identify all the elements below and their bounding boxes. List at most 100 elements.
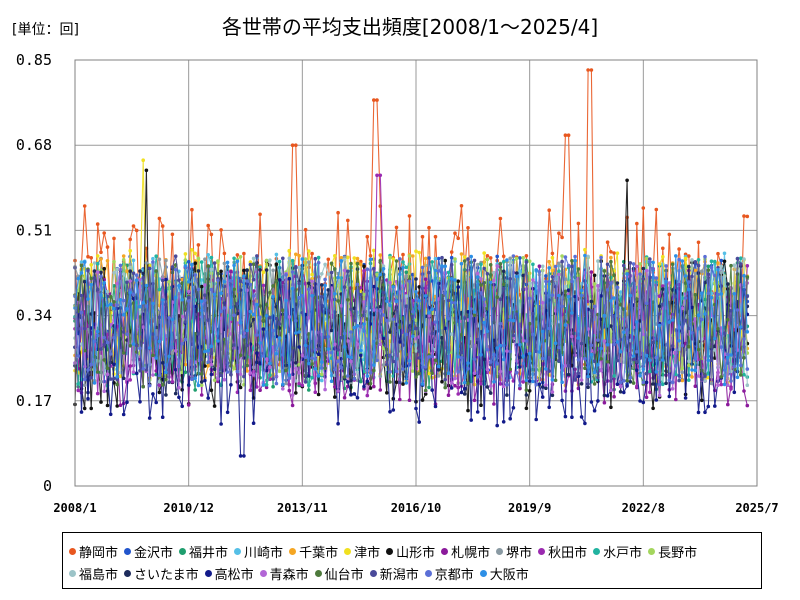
data-point (95, 370, 100, 374)
data-point (258, 304, 262, 308)
data-point (160, 383, 165, 387)
data-point (216, 259, 220, 263)
data-point (654, 370, 659, 374)
data-point (726, 317, 730, 322)
data-point (690, 368, 694, 372)
data-point (339, 255, 344, 260)
data-point (349, 392, 353, 397)
data-point (264, 258, 269, 263)
data-point (206, 264, 210, 268)
data-point (359, 324, 363, 329)
data-point (732, 292, 737, 296)
data-point (550, 378, 555, 382)
data-point (372, 266, 376, 271)
legend-label: 京都市 (434, 567, 474, 583)
data-point (287, 248, 292, 253)
data-point (602, 400, 607, 405)
data-point (365, 374, 370, 378)
data-point (501, 269, 506, 274)
data-point (294, 143, 298, 147)
data-point (359, 293, 363, 297)
data-point (430, 354, 435, 359)
data-point (563, 284, 568, 289)
data-point (232, 256, 236, 261)
data-point (336, 210, 340, 215)
data-point (612, 374, 616, 378)
data-point (190, 377, 194, 382)
data-point (316, 255, 321, 260)
data-point (417, 285, 422, 289)
data-point (268, 365, 272, 370)
data-point (95, 254, 100, 258)
data-point (667, 394, 672, 399)
data-point (372, 363, 376, 367)
data-point (550, 390, 555, 394)
data-point (92, 269, 97, 273)
data-point (245, 369, 249, 373)
data-point (378, 374, 383, 379)
data-point (411, 309, 415, 314)
data-point (313, 366, 318, 371)
data-point (216, 278, 220, 283)
data-point (566, 372, 571, 377)
data-point (482, 266, 487, 271)
data-point (466, 257, 470, 261)
data-point (121, 298, 126, 303)
data-point (108, 377, 113, 381)
data-point (414, 290, 418, 294)
data-point (602, 269, 607, 273)
data-point (336, 275, 340, 280)
data-point (232, 366, 236, 370)
data-point (609, 281, 613, 286)
data-point (381, 346, 386, 351)
data-point (251, 256, 256, 261)
data-point (453, 376, 457, 381)
data-point (576, 358, 581, 362)
data-point (713, 344, 717, 349)
data-point (534, 268, 538, 272)
data-point (449, 255, 454, 260)
data-point (105, 289, 110, 294)
data-point (654, 207, 659, 212)
data-point (521, 354, 525, 358)
data-point (586, 374, 590, 379)
data-point (420, 382, 425, 386)
data-point (722, 251, 727, 256)
data-point (716, 327, 720, 331)
data-point (589, 299, 594, 304)
data-point (527, 296, 532, 301)
data-point (99, 270, 103, 275)
data-point (430, 307, 435, 312)
data-point (76, 382, 80, 386)
data-point (449, 250, 454, 254)
data-point (203, 349, 207, 354)
data-point (365, 393, 370, 398)
data-point (602, 393, 607, 398)
data-point (657, 323, 662, 328)
data-point (693, 368, 698, 373)
data-point (320, 272, 324, 276)
data-point (381, 264, 386, 269)
data-point (713, 404, 717, 408)
data-point (316, 260, 321, 265)
data-point (157, 373, 162, 378)
data-point (745, 294, 750, 299)
data-point (342, 268, 347, 273)
data-point (102, 231, 106, 235)
data-point (534, 382, 538, 387)
data-point (661, 246, 665, 251)
data-point (703, 254, 707, 259)
data-point (739, 262, 743, 266)
data-point (560, 380, 564, 385)
legend-label: 大阪市 (489, 567, 529, 583)
data-point (355, 262, 360, 266)
data-point (128, 344, 132, 348)
data-point (222, 251, 227, 256)
data-point (612, 251, 616, 255)
data-point (346, 354, 350, 359)
data-point (359, 262, 363, 267)
data-point (245, 363, 249, 368)
data-point (261, 327, 266, 331)
data-point (264, 268, 269, 272)
data-point (631, 262, 636, 266)
